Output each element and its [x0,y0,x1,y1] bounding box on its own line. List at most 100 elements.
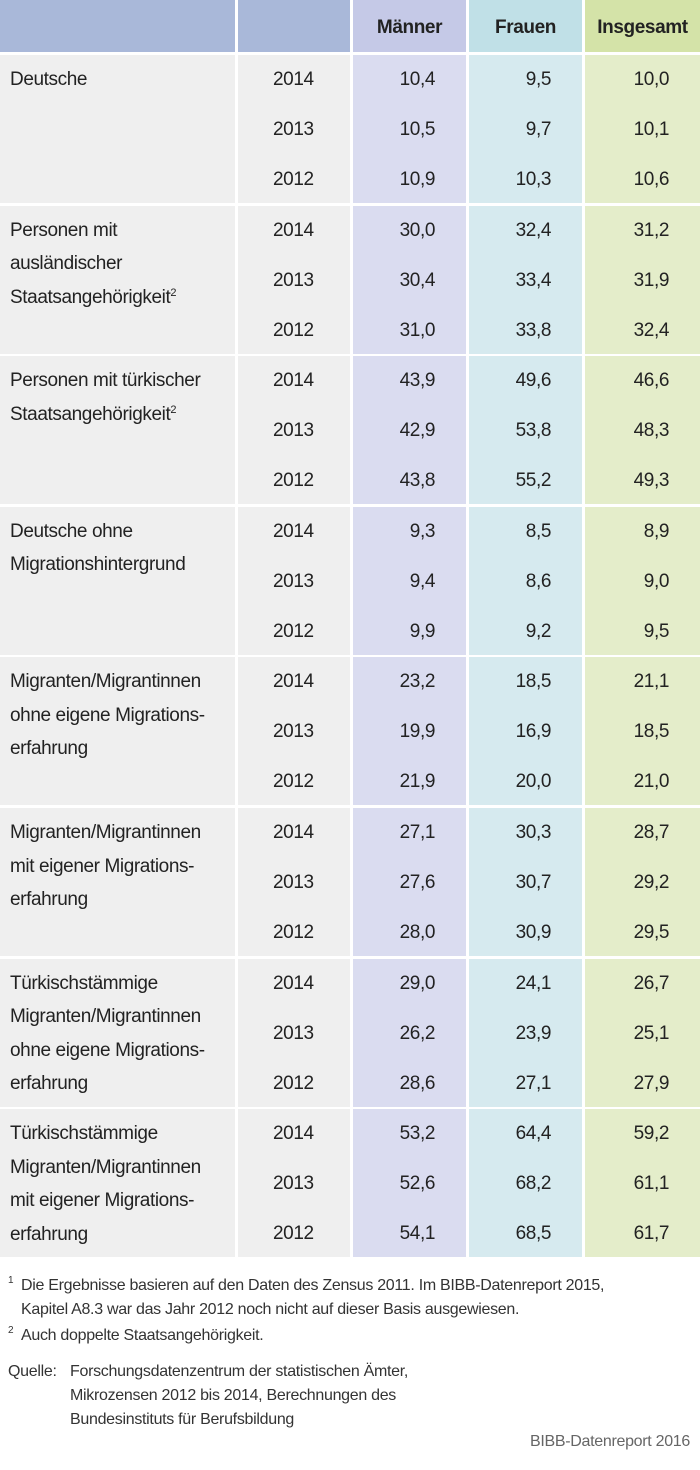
body-cell [238,205,350,354]
year: 2012 [273,922,314,943]
year: 2012 [273,470,314,492]
body-cell [353,657,466,806]
body-cell [585,55,700,203]
year: 2013 [273,269,314,291]
cell-value: 32,4 [515,219,552,241]
body-cell [0,506,235,655]
cell-value: 8,6 [525,570,552,592]
row-label: mit eigener Migrations- [10,1190,195,1212]
year: 2014 [273,822,314,843]
body-cell [0,657,235,806]
body-cell [469,808,582,956]
cell-value: 9,7 [525,119,552,140]
cell-value: 46,6 [633,370,670,392]
header-cell [0,0,235,52]
cell-value: 55,2 [515,470,552,492]
row-label: Deutsche ohne [10,520,133,542]
column-header: Insgesamt [597,17,688,38]
cell-value: 68,5 [515,1223,552,1245]
source-label: Quelle: [8,1363,57,1380]
cell-value: 20,0 [515,771,552,793]
year: 2013 [273,872,314,893]
cell-value: 29,5 [633,922,670,943]
cell-value: 26,2 [399,1022,436,1044]
cell-value: 9,5 [643,620,670,642]
cell-value: 21,0 [633,771,670,793]
row-label: Migranten/Migrantinnen [10,1006,201,1028]
row-label: Personen mit türkischer [10,370,201,392]
cell-value: 53,8 [515,420,552,442]
cell-value: 26,7 [633,972,670,994]
cell-value: 48,3 [633,420,670,442]
body-cell [353,1109,466,1258]
body-cell [0,808,235,956]
footnote-text: Kapitel A8.3 war das Jahr 2012 noch nich… [21,1301,520,1318]
header-cell [353,0,466,52]
row-label: erfahrung [10,889,88,910]
cell-value: 28,6 [399,1072,436,1094]
year: 2012 [273,771,314,793]
body-cell [353,205,466,354]
cell-value: 29,0 [399,972,436,994]
year: 2013 [273,721,314,743]
cell-value: 9,2 [525,620,552,642]
body-cell [238,506,350,655]
body-cell [353,356,466,505]
cell-value: 9,3 [409,520,436,542]
cell-value: 9,0 [643,570,670,592]
body-cell [469,506,582,655]
cell-value: 10,5 [399,119,436,140]
body-cell [585,205,700,354]
year: 2013 [273,119,314,140]
row-label: Migranten/Migrantinnen [10,1156,201,1178]
body-cell [353,958,466,1107]
year: 2014 [273,370,314,392]
column-header: Männer [376,17,443,38]
cell-value: 10,0 [633,69,670,90]
body-cell [469,958,582,1107]
cell-value: 68,2 [515,1173,552,1195]
year: 2012 [273,620,314,642]
year: 2014 [273,520,314,542]
body-cell [353,506,466,655]
cell-value: 53,2 [399,1123,436,1145]
year: 2013 [273,1173,314,1195]
body-cell [585,356,700,505]
row-label: Migrationshintergrund [10,554,186,576]
source-text: Bundesinstituts für Berufsbildung [70,1411,295,1428]
row-label: erfahrung [10,738,88,760]
year: 2012 [273,1072,314,1094]
cell-value: 30,7 [515,872,552,893]
row-label: erfahrung [10,1223,88,1245]
cell-value: 10,6 [633,169,670,190]
body-cell [469,55,582,203]
body-cell [0,55,235,203]
cell-value: 28,0 [399,922,436,943]
source-text: Forschungsdatenzentrum der statistischen… [70,1363,409,1380]
year: 2012 [273,1223,314,1245]
cell-value: 42,9 [399,420,436,442]
cell-value: 18,5 [515,671,552,693]
footnote-text: Auch doppelte Staatsangehörigkeit. [21,1327,264,1344]
cell-value: 9,5 [525,69,552,90]
cell-value: 31,9 [633,269,670,291]
row-label: Staatsangehörigkeit2 [10,286,177,308]
cell-value: 25,1 [633,1022,670,1044]
cell-value: 9,4 [409,570,436,592]
row-label: Personen mit [10,219,118,241]
body-cell [238,808,350,956]
year: 2014 [273,69,314,90]
body-cell [469,1109,582,1258]
body-cell [469,205,582,354]
credit: BIBB-Datenreport 2016 [529,1433,690,1450]
row-label: Türkischstämmige [10,1123,158,1145]
cell-value: 52,6 [399,1173,436,1195]
cell-value: 59,2 [633,1123,670,1145]
body-cell [353,55,466,203]
body-cell [0,205,235,354]
cell-value: 27,1 [399,822,436,843]
body-cell [585,808,700,956]
cell-value: 61,1 [633,1173,670,1195]
cell-value: 33,4 [515,269,552,291]
